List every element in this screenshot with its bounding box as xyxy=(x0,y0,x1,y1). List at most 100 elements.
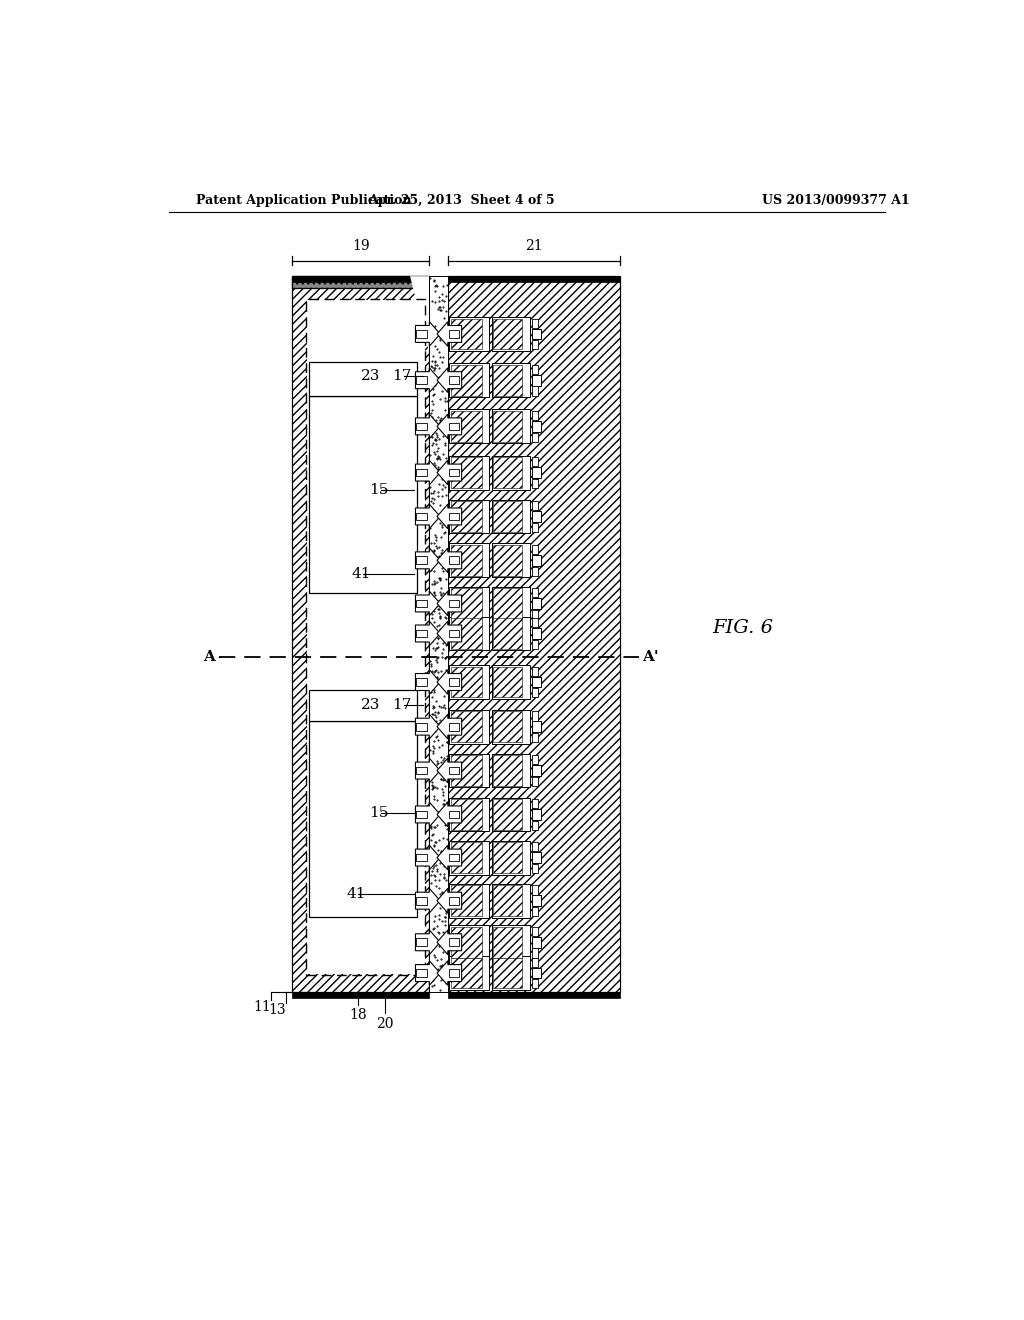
Point xyxy=(438,894,455,915)
Point xyxy=(428,855,444,876)
Bar xyxy=(531,968,541,978)
Point xyxy=(432,449,449,470)
Bar xyxy=(449,678,460,686)
Text: 18: 18 xyxy=(349,1007,367,1022)
Point xyxy=(435,374,452,395)
Point xyxy=(423,818,439,840)
Bar xyxy=(531,502,538,511)
Point xyxy=(434,352,451,374)
Point xyxy=(438,614,455,635)
Point xyxy=(432,568,449,589)
Polygon shape xyxy=(437,504,462,529)
Point xyxy=(434,276,451,297)
Bar xyxy=(531,554,541,566)
Point xyxy=(437,606,454,627)
Bar xyxy=(449,767,460,775)
Bar xyxy=(494,667,522,697)
Point xyxy=(436,620,453,642)
Point xyxy=(431,615,447,636)
Point xyxy=(434,516,451,537)
Point xyxy=(431,290,447,312)
Point xyxy=(427,704,443,725)
Bar xyxy=(429,276,447,993)
Point xyxy=(424,886,440,907)
Point xyxy=(428,433,444,454)
Point xyxy=(426,412,442,433)
Bar xyxy=(451,927,481,958)
Point xyxy=(431,607,447,628)
Point xyxy=(434,548,451,569)
Point xyxy=(434,638,451,659)
Point xyxy=(430,661,446,682)
Point xyxy=(428,659,444,680)
Bar xyxy=(531,809,541,820)
Point xyxy=(426,851,442,873)
Point xyxy=(427,507,443,528)
Point xyxy=(438,546,455,568)
Point xyxy=(422,490,438,511)
Bar xyxy=(309,363,417,396)
Point xyxy=(430,438,446,459)
Point xyxy=(426,541,442,562)
Polygon shape xyxy=(437,548,462,573)
Point xyxy=(435,329,452,350)
Point xyxy=(423,403,439,424)
Point xyxy=(431,870,447,891)
Point xyxy=(427,832,443,853)
Text: 41: 41 xyxy=(346,887,366,900)
Point xyxy=(427,281,443,302)
Point xyxy=(438,587,455,609)
Point xyxy=(425,326,441,347)
Polygon shape xyxy=(437,322,462,346)
Point xyxy=(425,677,441,698)
Point xyxy=(426,836,442,857)
Point xyxy=(437,510,454,531)
Bar xyxy=(492,544,530,577)
Point xyxy=(426,714,442,735)
Point xyxy=(433,751,450,772)
Point xyxy=(426,507,442,528)
Point xyxy=(428,426,444,447)
Point xyxy=(434,582,451,603)
Bar xyxy=(531,853,541,863)
Bar xyxy=(451,799,481,830)
Point xyxy=(429,814,445,836)
Bar xyxy=(492,797,530,832)
Point xyxy=(435,781,452,803)
Point xyxy=(438,723,455,744)
Point xyxy=(427,726,443,747)
Point xyxy=(434,853,451,874)
Point xyxy=(432,327,449,348)
Point xyxy=(423,953,439,974)
Point xyxy=(429,667,445,688)
Polygon shape xyxy=(437,622,462,645)
Bar xyxy=(531,979,538,989)
Bar xyxy=(449,896,460,904)
Point xyxy=(428,371,444,392)
Point xyxy=(431,536,447,557)
Point xyxy=(428,638,444,659)
Point xyxy=(424,603,440,624)
Point xyxy=(435,708,452,729)
Bar xyxy=(531,711,538,721)
Bar xyxy=(449,969,460,977)
Point xyxy=(437,847,454,869)
Point xyxy=(433,412,450,433)
Point xyxy=(438,634,455,655)
Point xyxy=(424,861,440,882)
Bar xyxy=(450,544,489,577)
Bar xyxy=(494,457,522,488)
Point xyxy=(435,323,452,345)
Point xyxy=(427,866,443,887)
Point xyxy=(422,517,438,539)
Bar xyxy=(450,956,489,990)
Bar xyxy=(494,618,522,649)
Point xyxy=(433,508,450,529)
Point xyxy=(431,876,447,898)
Point xyxy=(427,702,443,723)
Point xyxy=(424,548,440,569)
Point xyxy=(438,391,455,412)
Bar xyxy=(416,512,427,520)
Point xyxy=(426,737,442,758)
Bar xyxy=(492,363,530,397)
